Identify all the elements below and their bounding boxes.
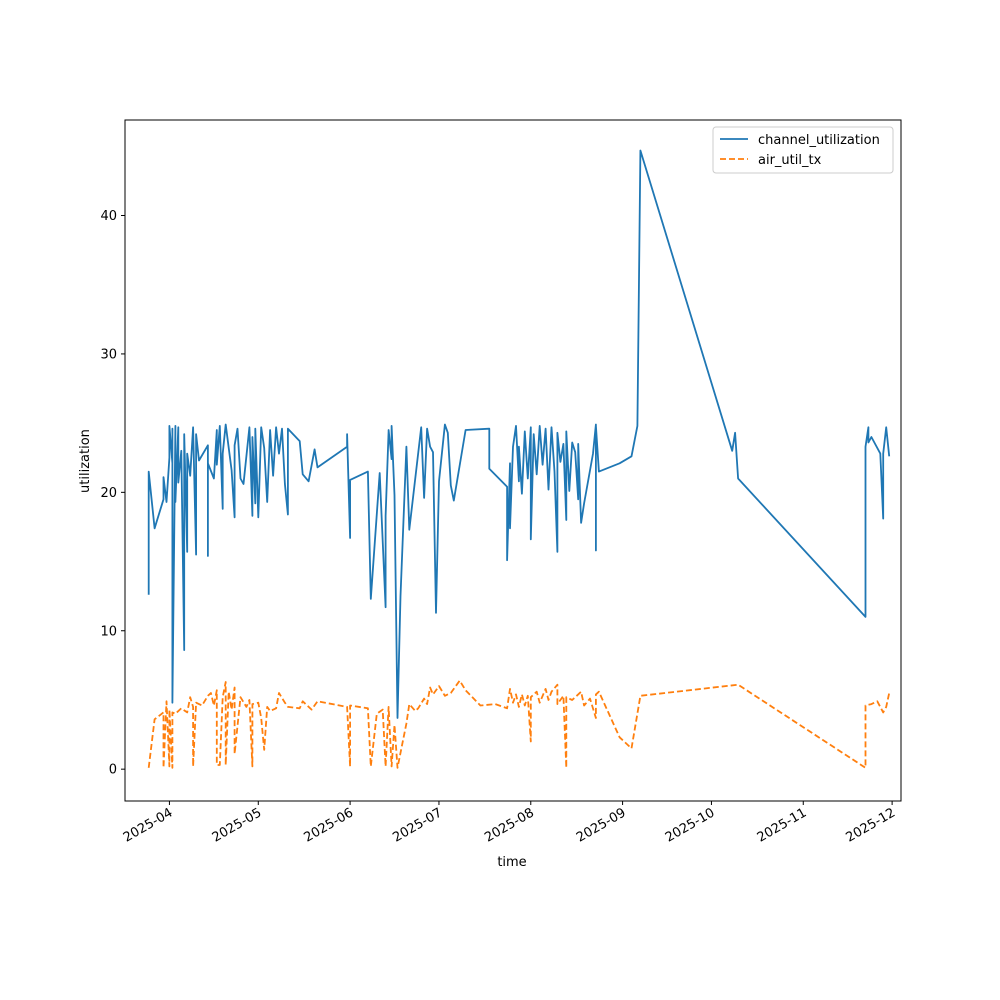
x-axis-label: time xyxy=(497,855,526,870)
series-line-air-util-tx xyxy=(147,679,891,769)
legend-label-channel-utilization: channel_utilization xyxy=(758,133,880,148)
y-axis-label: utilization xyxy=(78,429,93,493)
legend-box xyxy=(712,126,894,174)
plot-frame xyxy=(124,119,902,802)
legend-label-air-util-tx: air_util_tx xyxy=(758,153,822,168)
series-layer xyxy=(147,149,891,769)
y-tick-label: 10 xyxy=(100,624,117,639)
y-tick-label: 30 xyxy=(100,347,117,362)
legend: channel_utilization air_util_tx xyxy=(712,126,894,174)
series-line-channel-utilization xyxy=(147,149,891,719)
y-tick-label: 20 xyxy=(100,486,117,501)
y-tick-label: 40 xyxy=(100,209,117,224)
y-axis: 0 10 20 30 40 xyxy=(100,209,125,778)
y-tick-label: 0 xyxy=(109,763,117,778)
